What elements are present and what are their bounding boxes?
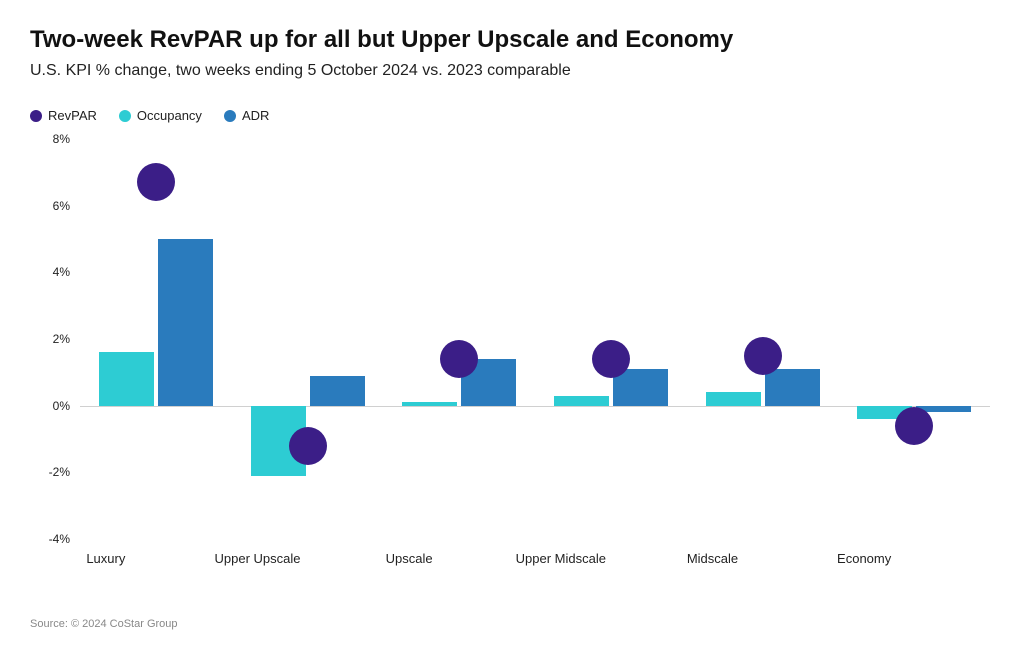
bar-adr [158,239,213,406]
zero-line [80,406,990,407]
xlabel: Upscale [349,551,469,566]
legend-item-adr: ADR [224,108,269,123]
marker-revpar [289,427,327,465]
bar-adr [310,376,365,406]
ytick-2: 2% [30,332,70,346]
plot-area: 8% 6% 4% 2% 0% -2% -4% [80,139,990,539]
marker-revpar [895,407,933,445]
xlabel: Luxury [46,551,166,566]
legend-item-occupancy: Occupancy [119,108,202,123]
legend-dot-occupancy [119,110,131,122]
ytick-8: 8% [30,132,70,146]
ytick-0: 0% [30,399,70,413]
chart-container: Two-week RevPAR up for all but Upper Ups… [0,0,1020,650]
chart-subtitle: U.S. KPI % change, two weeks ending 5 Oc… [30,62,990,80]
bar-occupancy [99,352,154,405]
ytick-6: 6% [30,199,70,213]
bar-occupancy [554,396,609,406]
ytick-m4: -4% [30,532,70,546]
legend-label-revpar: RevPAR [48,108,97,123]
bar-occupancy [706,392,761,405]
chart-area: 8% 6% 4% 2% 0% -2% -4% Luxury Upper Upsca… [30,139,990,579]
xlabel: Upper Upscale [198,551,318,566]
legend-dot-revpar [30,110,42,122]
chart-title: Two-week RevPAR up for all but Upper Ups… [30,26,990,54]
xlabel: Midscale [653,551,773,566]
marker-revpar [137,163,175,201]
ytick-m2: -2% [30,465,70,479]
marker-revpar [440,340,478,378]
legend-label-occupancy: Occupancy [137,108,202,123]
legend-label-adr: ADR [242,108,269,123]
marker-revpar [744,337,782,375]
legend-dot-adr [224,110,236,122]
ytick-4: 4% [30,265,70,279]
bar-occupancy [402,402,457,405]
legend-item-revpar: RevPAR [30,108,97,123]
xlabel: Upper Midscale [501,551,621,566]
xlabel: Economy [804,551,924,566]
marker-revpar [592,340,630,378]
source-text: Source: © 2024 CoStar Group [30,618,178,630]
legend: RevPAR Occupancy ADR [30,108,990,123]
bar-adr [765,369,820,406]
